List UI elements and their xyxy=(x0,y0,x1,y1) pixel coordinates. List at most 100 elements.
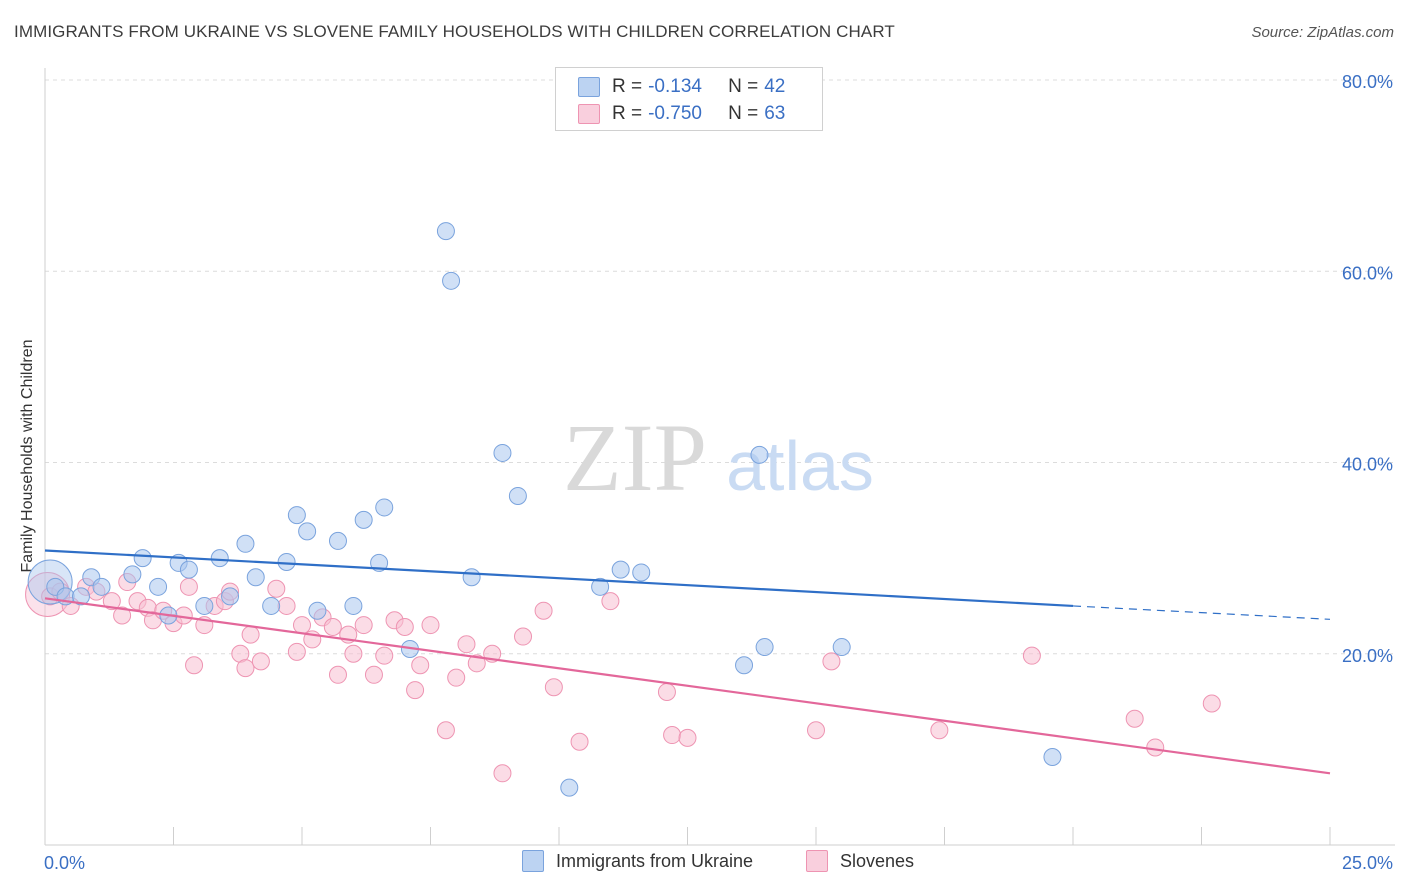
data-point xyxy=(267,579,286,598)
data-point xyxy=(370,553,389,572)
data-point xyxy=(442,271,461,290)
data-point xyxy=(1202,694,1221,713)
legend-n-value: 63 xyxy=(764,103,786,124)
series-swatch-slovenes xyxy=(806,850,828,872)
data-point xyxy=(308,601,327,620)
data-point xyxy=(185,656,204,675)
data-point xyxy=(375,646,394,665)
chart-title: IMMIGRANTS FROM UKRAINE VS SLOVENE FAMIL… xyxy=(14,22,895,41)
data-point xyxy=(436,222,455,241)
data-point xyxy=(544,678,563,697)
data-point xyxy=(149,577,168,596)
trend-line xyxy=(44,549,1074,608)
data-point xyxy=(436,721,455,740)
legend-swatch-slovenes xyxy=(578,104,600,124)
legend-r-label: R = xyxy=(612,103,643,124)
tick-labels: 20.0% 40.0% 60.0% 80.0% 0.0% 25.0% xyxy=(44,72,1393,873)
data-point xyxy=(735,656,754,675)
data-point xyxy=(411,656,430,675)
data-point xyxy=(133,549,152,568)
data-point xyxy=(395,617,414,636)
data-point xyxy=(293,616,311,635)
watermark-zip: ZIP xyxy=(563,404,707,511)
data-point xyxy=(1125,709,1144,728)
legend-swatch-ukraine xyxy=(578,77,600,97)
series-legend-slovenes: Slovenes xyxy=(806,850,914,872)
data-point xyxy=(822,652,841,671)
data-point xyxy=(457,635,476,654)
watermark: ZIP atlas xyxy=(563,404,874,511)
data-point xyxy=(298,522,317,541)
data-point xyxy=(467,654,486,673)
data-point xyxy=(1022,646,1041,665)
data-point xyxy=(832,638,851,657)
legend-r-value: -0.134 xyxy=(648,76,702,97)
data-point xyxy=(421,616,440,635)
data-point xyxy=(447,668,466,687)
data-point xyxy=(1043,748,1062,767)
data-point xyxy=(493,764,512,783)
data-point xyxy=(262,596,281,615)
legend-n-value: 42 xyxy=(764,76,786,97)
data-point xyxy=(493,443,512,462)
y-tick-label: 20.0% xyxy=(1342,646,1393,666)
data-point xyxy=(462,568,481,587)
data-point xyxy=(534,601,553,620)
data-point xyxy=(277,596,296,615)
data-point xyxy=(323,617,342,636)
data-point xyxy=(328,665,347,684)
data-points xyxy=(25,222,1221,797)
data-point xyxy=(375,498,394,517)
data-point xyxy=(344,644,363,663)
data-point xyxy=(251,652,270,671)
data-point xyxy=(364,665,383,684)
data-point xyxy=(221,587,240,606)
chart-source: Source: ZipAtlas.com xyxy=(1251,24,1394,41)
data-point xyxy=(102,592,121,611)
data-point xyxy=(236,659,255,678)
data-point xyxy=(406,681,425,700)
legend-n-label: N = xyxy=(728,76,759,97)
data-point xyxy=(287,642,306,661)
data-point xyxy=(354,616,373,635)
data-point xyxy=(236,534,255,553)
data-point xyxy=(344,596,363,615)
data-point xyxy=(755,638,774,657)
data-point xyxy=(328,531,347,550)
data-point xyxy=(601,592,620,611)
data-point xyxy=(657,683,676,701)
data-point xyxy=(750,445,769,464)
data-point xyxy=(514,627,533,646)
series-label-ukraine: Immigrants from Ukraine xyxy=(556,850,754,871)
y-tick-label: 60.0% xyxy=(1342,263,1393,283)
legend: R = -0.134 N = 42 R = -0.750 N = 63 xyxy=(555,67,823,131)
data-point xyxy=(570,732,589,751)
data-point xyxy=(807,721,825,740)
data-point xyxy=(195,596,214,615)
watermark-atlas: atlas xyxy=(726,427,874,505)
trend-line-extension xyxy=(1072,605,1331,620)
series-swatch-ukraine xyxy=(522,850,544,872)
x-tick-label: 25.0% xyxy=(1342,853,1393,873)
y-tick-label: 40.0% xyxy=(1342,455,1393,475)
y-tick-label: 80.0% xyxy=(1342,72,1393,92)
data-point xyxy=(560,778,579,797)
data-point xyxy=(246,568,265,587)
data-point xyxy=(663,726,682,745)
data-point xyxy=(591,577,610,596)
grid-lines xyxy=(45,79,1395,655)
data-point xyxy=(179,560,198,579)
data-point xyxy=(508,486,527,505)
data-point xyxy=(632,563,651,582)
series-legend-ukraine: Immigrants from Ukraine xyxy=(522,850,753,872)
series-label-slovenes: Slovenes xyxy=(840,850,915,871)
data-point xyxy=(241,625,260,644)
legend-n-label: N = xyxy=(728,103,759,124)
trend-line xyxy=(44,597,1331,775)
axes xyxy=(44,68,1395,846)
data-point xyxy=(678,728,697,747)
series-legend: Immigrants from Ukraine Slovenes xyxy=(0,850,1406,878)
data-point xyxy=(210,549,229,568)
data-point xyxy=(930,721,949,740)
